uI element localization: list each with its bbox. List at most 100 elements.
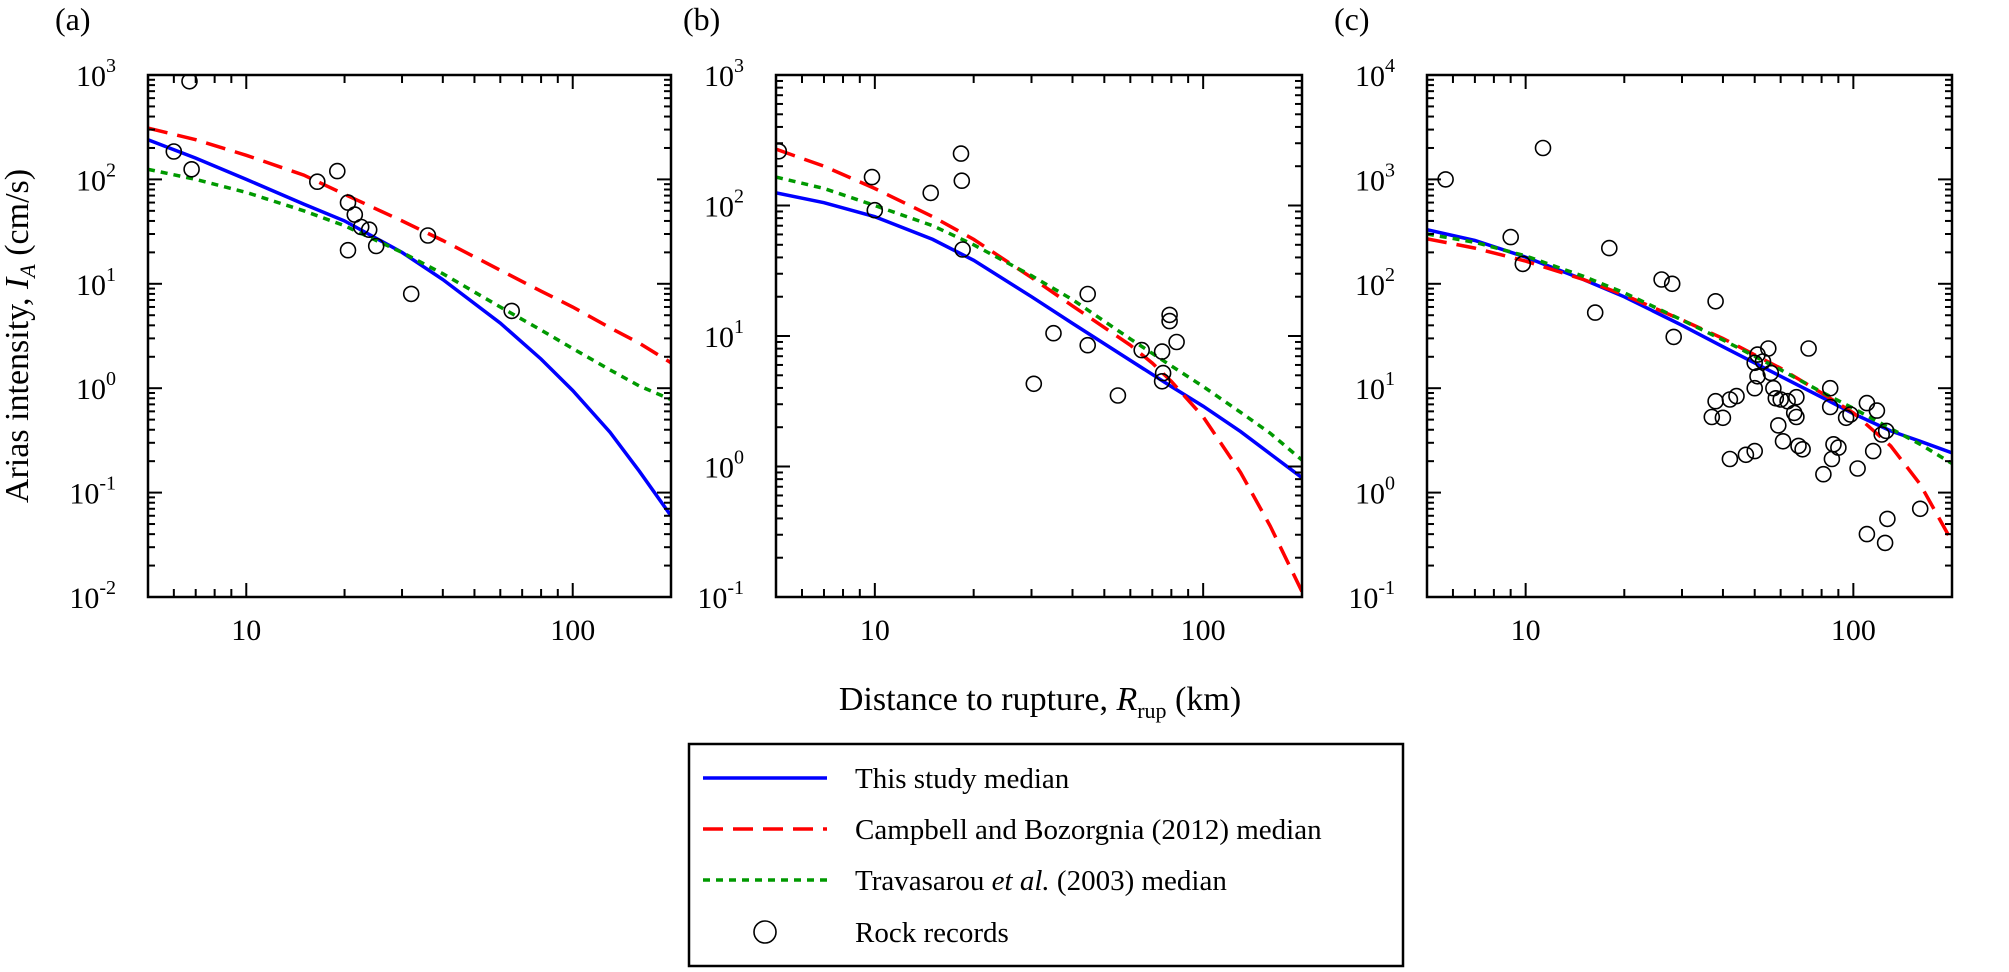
y-tick-base: 10 <box>1355 269 1385 302</box>
legend-label-part: This study median <box>855 763 1070 795</box>
y-tick-base: 10 <box>697 582 727 615</box>
y-tick-exponent: 2 <box>1385 264 1395 286</box>
data-point <box>1663 275 1681 293</box>
data-point <box>954 241 971 258</box>
data-point <box>165 143 183 160</box>
data-point <box>1079 336 1096 354</box>
data-point <box>1788 388 1805 406</box>
y-tick-label: 103 <box>76 55 116 93</box>
panel-label: (c) <box>1334 1 1370 37</box>
data-point <box>1790 437 1807 455</box>
plot-frame <box>1425 73 1954 599</box>
legend-label: Travasarou et al. (2003) median <box>855 865 1227 897</box>
series-line-dashed <box>776 147 1302 593</box>
data-point <box>1714 409 1732 427</box>
data-point <box>1665 328 1682 346</box>
data-point <box>1703 408 1721 426</box>
data-point <box>1707 392 1724 410</box>
y-tick-exponent: 0 <box>734 447 744 469</box>
data-point <box>1825 435 1842 453</box>
data-point <box>1161 306 1178 324</box>
data-point <box>1025 375 1043 393</box>
data-point <box>1849 460 1866 477</box>
y-tick-base: 10 <box>1355 164 1385 197</box>
data-point <box>419 227 437 244</box>
data-point <box>1168 333 1185 351</box>
y-tick-exponent: 1 <box>734 316 744 338</box>
x-tick-label: 10 <box>1511 614 1541 647</box>
y-tick-label: 100 <box>1355 473 1395 511</box>
y-axis-title-variable: I <box>0 276 36 290</box>
data-point <box>1161 312 1178 330</box>
y-tick-base: 10 <box>76 373 106 406</box>
y-tick-exponent: 4 <box>1385 55 1395 77</box>
data-point <box>1737 446 1755 464</box>
data-point <box>1877 422 1895 440</box>
data-point <box>1879 510 1896 528</box>
rock-records-points <box>165 75 521 320</box>
data-point <box>1728 387 1745 405</box>
data-point <box>1800 340 1817 357</box>
data-point <box>1586 304 1604 321</box>
data-point <box>1760 340 1777 357</box>
y-tick-exponent: -1 <box>1378 577 1395 599</box>
y-tick-exponent: 3 <box>1385 159 1395 181</box>
plot-frame <box>774 73 1304 599</box>
y-tick-base: 10 <box>704 452 734 485</box>
data-point <box>1858 394 1876 412</box>
data-point <box>1746 354 1763 372</box>
data-point <box>1868 402 1886 419</box>
data-point <box>367 237 385 255</box>
data-point <box>952 145 970 162</box>
panel-label: (b) <box>683 1 720 37</box>
data-point <box>1045 324 1062 342</box>
rock-records-points <box>776 143 1185 404</box>
plot-frame <box>146 73 673 599</box>
x-axis-title-suffix: (km) <box>1167 681 1242 718</box>
data-point <box>1770 417 1787 434</box>
y-tick-base: 10 <box>1355 373 1385 406</box>
y-tick-label: 10-1 <box>697 577 744 615</box>
y-tick-label: 101 <box>1355 368 1395 406</box>
y-tick-base: 10 <box>704 60 734 93</box>
x-axis-title-variable: R <box>1115 681 1137 718</box>
data-point <box>1534 139 1552 157</box>
y-tick-base: 10 <box>1348 582 1378 615</box>
data-point <box>1837 409 1855 427</box>
y-tick-exponent: -1 <box>99 473 116 495</box>
x-axis-title-prefix: Distance to rupture, <box>839 681 1117 718</box>
series-line-solid <box>148 138 671 517</box>
data-point <box>1911 500 1929 518</box>
y-tick-exponent: -2 <box>99 577 116 599</box>
data-point <box>308 173 326 190</box>
data-point <box>1788 408 1805 426</box>
data-point <box>1821 398 1839 416</box>
data-point <box>1842 406 1859 423</box>
series-line-dashed <box>148 126 671 365</box>
data-point <box>181 75 198 90</box>
y-tick-base: 10 <box>1355 478 1385 511</box>
legend: This study median Campbell and Bozorgnia … <box>687 742 1405 968</box>
data-point <box>1109 387 1127 404</box>
y-tick-exponent: 3 <box>106 55 116 77</box>
y-tick-base: 10 <box>1355 60 1385 93</box>
data-point <box>1746 379 1763 397</box>
y-axis-title-prefix: Arias intensity, <box>0 289 36 503</box>
y-tick-label: 100 <box>704 447 744 485</box>
series-line-dotted <box>148 167 671 402</box>
y-tick-base: 10 <box>69 478 99 511</box>
data-point <box>866 201 884 219</box>
y-tick-exponent: 0 <box>1385 473 1395 495</box>
data-point <box>1794 440 1811 458</box>
data-point <box>402 285 420 303</box>
y-tick-label: 102 <box>76 159 116 197</box>
data-point <box>1653 271 1670 288</box>
legend-label-part: et al. <box>992 865 1050 897</box>
legend-label: This study median <box>855 763 1070 795</box>
panel-label: (a) <box>55 1 91 37</box>
legend-label: Campbell and Bozorgnia (2012) median <box>855 814 1322 846</box>
y-tick-label: 103 <box>1355 159 1395 197</box>
x-axis-title-subscript: rup <box>1137 698 1166 723</box>
